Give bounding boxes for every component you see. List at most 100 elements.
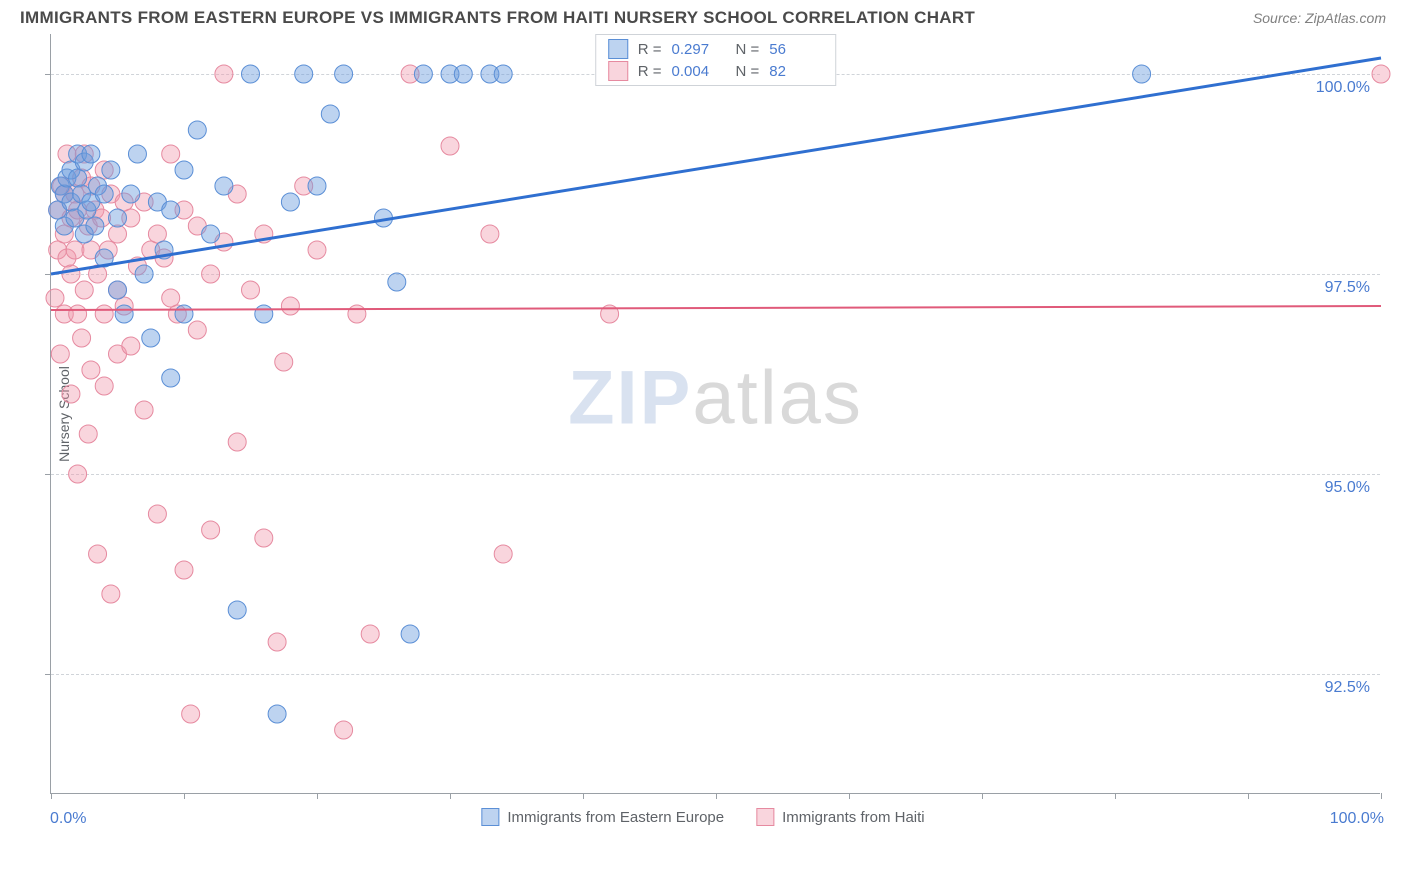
x-min-label: 0.0% bbox=[50, 810, 86, 828]
data-point bbox=[69, 169, 87, 187]
data-point bbox=[122, 337, 140, 355]
data-point bbox=[228, 433, 246, 451]
data-point bbox=[188, 321, 206, 339]
stats-N-blue: 56 bbox=[769, 41, 823, 58]
data-point bbox=[454, 65, 472, 83]
data-point bbox=[361, 625, 379, 643]
data-point bbox=[268, 633, 286, 651]
stats-R-blue: 0.297 bbox=[672, 41, 726, 58]
legend-item-blue: Immigrants from Eastern Europe bbox=[481, 808, 724, 826]
data-point bbox=[95, 377, 113, 395]
stats-legend-box: R = 0.297 N = 56 R = 0.004 N = 82 bbox=[595, 34, 837, 86]
data-point bbox=[62, 385, 80, 403]
stats-R-label: R = bbox=[638, 63, 662, 80]
data-point bbox=[109, 281, 127, 299]
data-point bbox=[202, 225, 220, 243]
data-point bbox=[135, 401, 153, 419]
data-point bbox=[51, 345, 69, 363]
data-point bbox=[295, 65, 313, 83]
data-point bbox=[73, 329, 91, 347]
data-point bbox=[46, 289, 64, 307]
data-point bbox=[494, 65, 512, 83]
data-point bbox=[1372, 65, 1390, 83]
plot-svg bbox=[51, 34, 1380, 793]
data-point bbox=[95, 305, 113, 323]
data-point bbox=[109, 225, 127, 243]
data-point bbox=[388, 273, 406, 291]
data-point bbox=[62, 265, 80, 283]
data-point bbox=[175, 305, 193, 323]
stats-R-pink: 0.004 bbox=[672, 63, 726, 80]
data-point bbox=[69, 465, 87, 483]
data-point bbox=[414, 65, 432, 83]
legend-label-blue: Immigrants from Eastern Europe bbox=[507, 809, 724, 826]
chart-wrapper: Nursery School ZIPatlas R = 0.297 N = 56… bbox=[50, 34, 1384, 794]
data-point bbox=[202, 521, 220, 539]
data-point bbox=[182, 705, 200, 723]
data-point bbox=[275, 353, 293, 371]
data-point bbox=[128, 145, 146, 163]
data-point bbox=[441, 137, 459, 155]
data-point bbox=[215, 177, 233, 195]
stats-N-label: N = bbox=[736, 41, 760, 58]
stats-N-pink: 82 bbox=[769, 63, 823, 80]
data-point bbox=[242, 65, 260, 83]
data-point bbox=[69, 305, 87, 323]
data-point bbox=[162, 289, 180, 307]
data-point bbox=[1133, 65, 1151, 83]
data-point bbox=[142, 329, 160, 347]
stats-R-label: R = bbox=[638, 41, 662, 58]
legend-item-pink: Immigrants from Haiti bbox=[756, 808, 925, 826]
data-point bbox=[348, 305, 366, 323]
data-point bbox=[89, 545, 107, 563]
data-point bbox=[321, 105, 339, 123]
data-point bbox=[82, 145, 100, 163]
stats-row-pink: R = 0.004 N = 82 bbox=[608, 61, 824, 81]
data-point bbox=[95, 185, 113, 203]
data-point bbox=[162, 145, 180, 163]
data-point bbox=[494, 545, 512, 563]
data-point bbox=[135, 265, 153, 283]
regression-line bbox=[51, 58, 1381, 274]
stats-row-blue: R = 0.297 N = 56 bbox=[608, 39, 824, 59]
data-point bbox=[308, 177, 326, 195]
plot-area: ZIPatlas R = 0.297 N = 56 R = 0.004 N = … bbox=[50, 34, 1380, 794]
data-point bbox=[255, 529, 273, 547]
data-point bbox=[162, 369, 180, 387]
data-point bbox=[148, 505, 166, 523]
data-point bbox=[308, 241, 326, 259]
data-point bbox=[82, 361, 100, 379]
data-point bbox=[102, 585, 120, 603]
stats-N-label: N = bbox=[736, 63, 760, 80]
data-point bbox=[148, 225, 166, 243]
data-point bbox=[268, 705, 286, 723]
regression-line bbox=[51, 306, 1381, 310]
data-point bbox=[335, 65, 353, 83]
data-point bbox=[66, 241, 84, 259]
chart-title: IMMIGRANTS FROM EASTERN EUROPE VS IMMIGR… bbox=[20, 8, 975, 28]
data-point bbox=[281, 193, 299, 211]
legend-swatch-pink bbox=[756, 808, 774, 826]
data-point bbox=[481, 225, 499, 243]
data-point bbox=[175, 161, 193, 179]
data-point bbox=[162, 201, 180, 219]
swatch-blue bbox=[608, 39, 628, 59]
data-point bbox=[242, 281, 260, 299]
data-point bbox=[255, 305, 273, 323]
legend-swatch-blue bbox=[481, 808, 499, 826]
data-point bbox=[109, 209, 127, 227]
data-point bbox=[75, 281, 93, 299]
data-point bbox=[188, 121, 206, 139]
legend-label-pink: Immigrants from Haiti bbox=[782, 809, 925, 826]
x-axis-area: 0.0% Immigrants from Eastern Europe Immi… bbox=[0, 794, 1406, 824]
data-point bbox=[202, 265, 220, 283]
data-point bbox=[335, 721, 353, 739]
x-max-label: 100.0% bbox=[1330, 810, 1384, 828]
title-bar: IMMIGRANTS FROM EASTERN EUROPE VS IMMIGR… bbox=[0, 0, 1406, 32]
bottom-legend: Immigrants from Eastern Europe Immigrant… bbox=[481, 808, 924, 826]
data-point bbox=[228, 601, 246, 619]
data-point bbox=[79, 425, 97, 443]
data-point bbox=[281, 297, 299, 315]
data-point bbox=[86, 217, 104, 235]
data-point bbox=[175, 561, 193, 579]
